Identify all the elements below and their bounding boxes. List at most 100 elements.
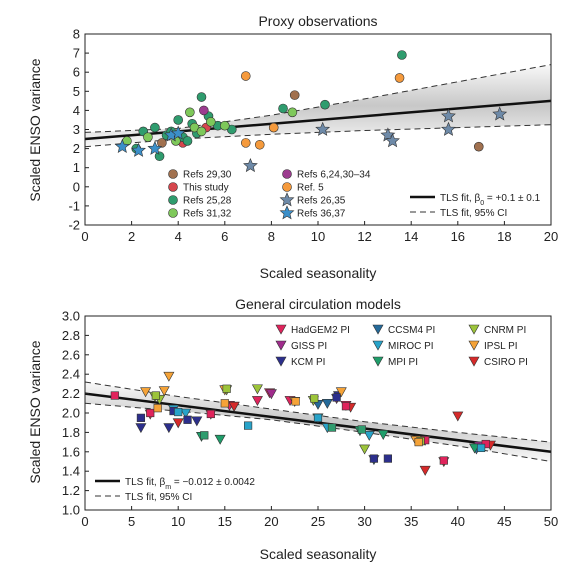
data-point bbox=[289, 90, 300, 100]
data-point bbox=[476, 443, 486, 453]
y-tick-label: 1.0 bbox=[62, 503, 80, 518]
x-tick-label: 35 bbox=[404, 514, 418, 529]
data-point bbox=[214, 434, 226, 445]
data-point bbox=[441, 108, 456, 123]
legend-fit-label: TLS fit, β0 = +0.1 ± 0.1 bbox=[440, 193, 541, 207]
panel2-xlabel: Scaled seasonality bbox=[260, 546, 377, 562]
data-point bbox=[196, 126, 207, 137]
y-tick-label: 2.4 bbox=[62, 367, 80, 382]
panel-gcm: General circulation models Scaled season… bbox=[27, 296, 558, 562]
y-tick-label: 1 bbox=[73, 160, 80, 175]
legend-label: Refs 31,32 bbox=[183, 209, 232, 220]
data-point bbox=[150, 122, 160, 133]
ci-band bbox=[85, 64, 551, 147]
panel2-title: General circulation models bbox=[235, 296, 401, 312]
data-point bbox=[363, 431, 375, 441]
legend-label: Ref. 5 bbox=[297, 183, 324, 194]
y-tick-label: 1.8 bbox=[62, 425, 80, 440]
legend-label: Refs 25,28 bbox=[183, 196, 232, 207]
data-point bbox=[321, 398, 333, 409]
legend-label: IPSL PI bbox=[484, 341, 518, 352]
data-point bbox=[419, 465, 431, 476]
data-point bbox=[172, 418, 184, 429]
data-point bbox=[163, 371, 175, 382]
data-point bbox=[146, 408, 155, 418]
data-point bbox=[357, 425, 366, 434]
data-point bbox=[265, 389, 277, 400]
y-tick-label: 1.4 bbox=[62, 464, 80, 479]
x-tick-label: 10 bbox=[311, 229, 325, 244]
y-tick-label: -2 bbox=[68, 218, 80, 233]
y-tick-label: 6 bbox=[73, 65, 80, 80]
panel2-ylabel: Scaled ENSO variance bbox=[27, 340, 43, 483]
data-point bbox=[394, 73, 405, 83]
data-point bbox=[206, 117, 216, 127]
data-point bbox=[153, 404, 162, 413]
data-point bbox=[131, 142, 146, 157]
data-point bbox=[251, 384, 263, 395]
data-point bbox=[332, 393, 341, 402]
x-tick-label: 40 bbox=[451, 514, 465, 529]
data-point bbox=[180, 408, 192, 419]
legend-marker bbox=[168, 182, 178, 192]
data-point bbox=[243, 158, 258, 173]
legend-fit-label: TLS fit, βm = −0.012 ± 0.0042 bbox=[125, 477, 255, 491]
x-tick-label: 0 bbox=[81, 229, 88, 244]
legend-label: KCM PI bbox=[291, 357, 325, 368]
data-point bbox=[196, 92, 207, 102]
y-tick-label: 2.2 bbox=[62, 386, 80, 401]
data-point bbox=[369, 454, 379, 463]
legend-marker bbox=[275, 324, 287, 335]
legend-marker bbox=[275, 356, 287, 367]
data-point bbox=[397, 50, 407, 60]
legend-label: HadGEM2 PI bbox=[291, 325, 350, 336]
data-point bbox=[170, 125, 186, 140]
legend-marker bbox=[279, 205, 295, 220]
data-point bbox=[254, 139, 265, 150]
y-tick-label: 2 bbox=[73, 141, 80, 156]
data-point bbox=[143, 132, 153, 142]
legend-marker bbox=[168, 195, 178, 205]
legend-marker bbox=[168, 169, 178, 179]
x-tick-label: 12 bbox=[357, 229, 371, 244]
legend-label: Refs 36,37 bbox=[297, 209, 346, 220]
x-tick-label: 20 bbox=[544, 229, 558, 244]
data-point bbox=[310, 394, 319, 403]
data-point bbox=[220, 120, 230, 131]
legend-label: Refs 26,35 bbox=[297, 196, 346, 207]
data-point bbox=[182, 136, 193, 146]
panel1-title: Proxy observations bbox=[258, 13, 377, 29]
data-point bbox=[441, 121, 456, 136]
data-point bbox=[278, 103, 288, 114]
data-point bbox=[251, 396, 263, 407]
x-tick-label: 5 bbox=[128, 514, 135, 529]
legend-label: MPI PI bbox=[388, 357, 418, 368]
x-tick-label: 45 bbox=[497, 514, 511, 529]
data-point bbox=[385, 133, 400, 148]
ci-upper-line bbox=[84, 64, 552, 133]
y-tick-label: 3.0 bbox=[62, 309, 80, 324]
legend-label: Refs 29,30 bbox=[183, 170, 232, 181]
data-point bbox=[222, 384, 231, 393]
data-point bbox=[173, 115, 183, 125]
x-tick-label: 25 bbox=[311, 514, 325, 529]
data-point bbox=[114, 138, 130, 154]
y-tick-label: 1.6 bbox=[62, 444, 80, 459]
data-point bbox=[154, 151, 165, 162]
data-point bbox=[240, 138, 251, 148]
y-tick-label: 5 bbox=[73, 84, 80, 99]
data-point bbox=[473, 141, 484, 152]
y-tick-label: 8 bbox=[73, 27, 80, 42]
legend-marker bbox=[275, 340, 287, 351]
legend-label: MIROC PI bbox=[388, 341, 434, 352]
x-tick-label: 8 bbox=[268, 229, 275, 244]
y-tick-label: 7 bbox=[73, 46, 80, 61]
data-point bbox=[220, 399, 229, 408]
data-point bbox=[191, 416, 203, 427]
data-point bbox=[135, 423, 147, 434]
legend-label: Refs 6,24,30–34 bbox=[297, 170, 371, 181]
legend-label: CNRM PI bbox=[484, 325, 526, 336]
data-point bbox=[315, 121, 331, 136]
data-point bbox=[147, 140, 163, 155]
